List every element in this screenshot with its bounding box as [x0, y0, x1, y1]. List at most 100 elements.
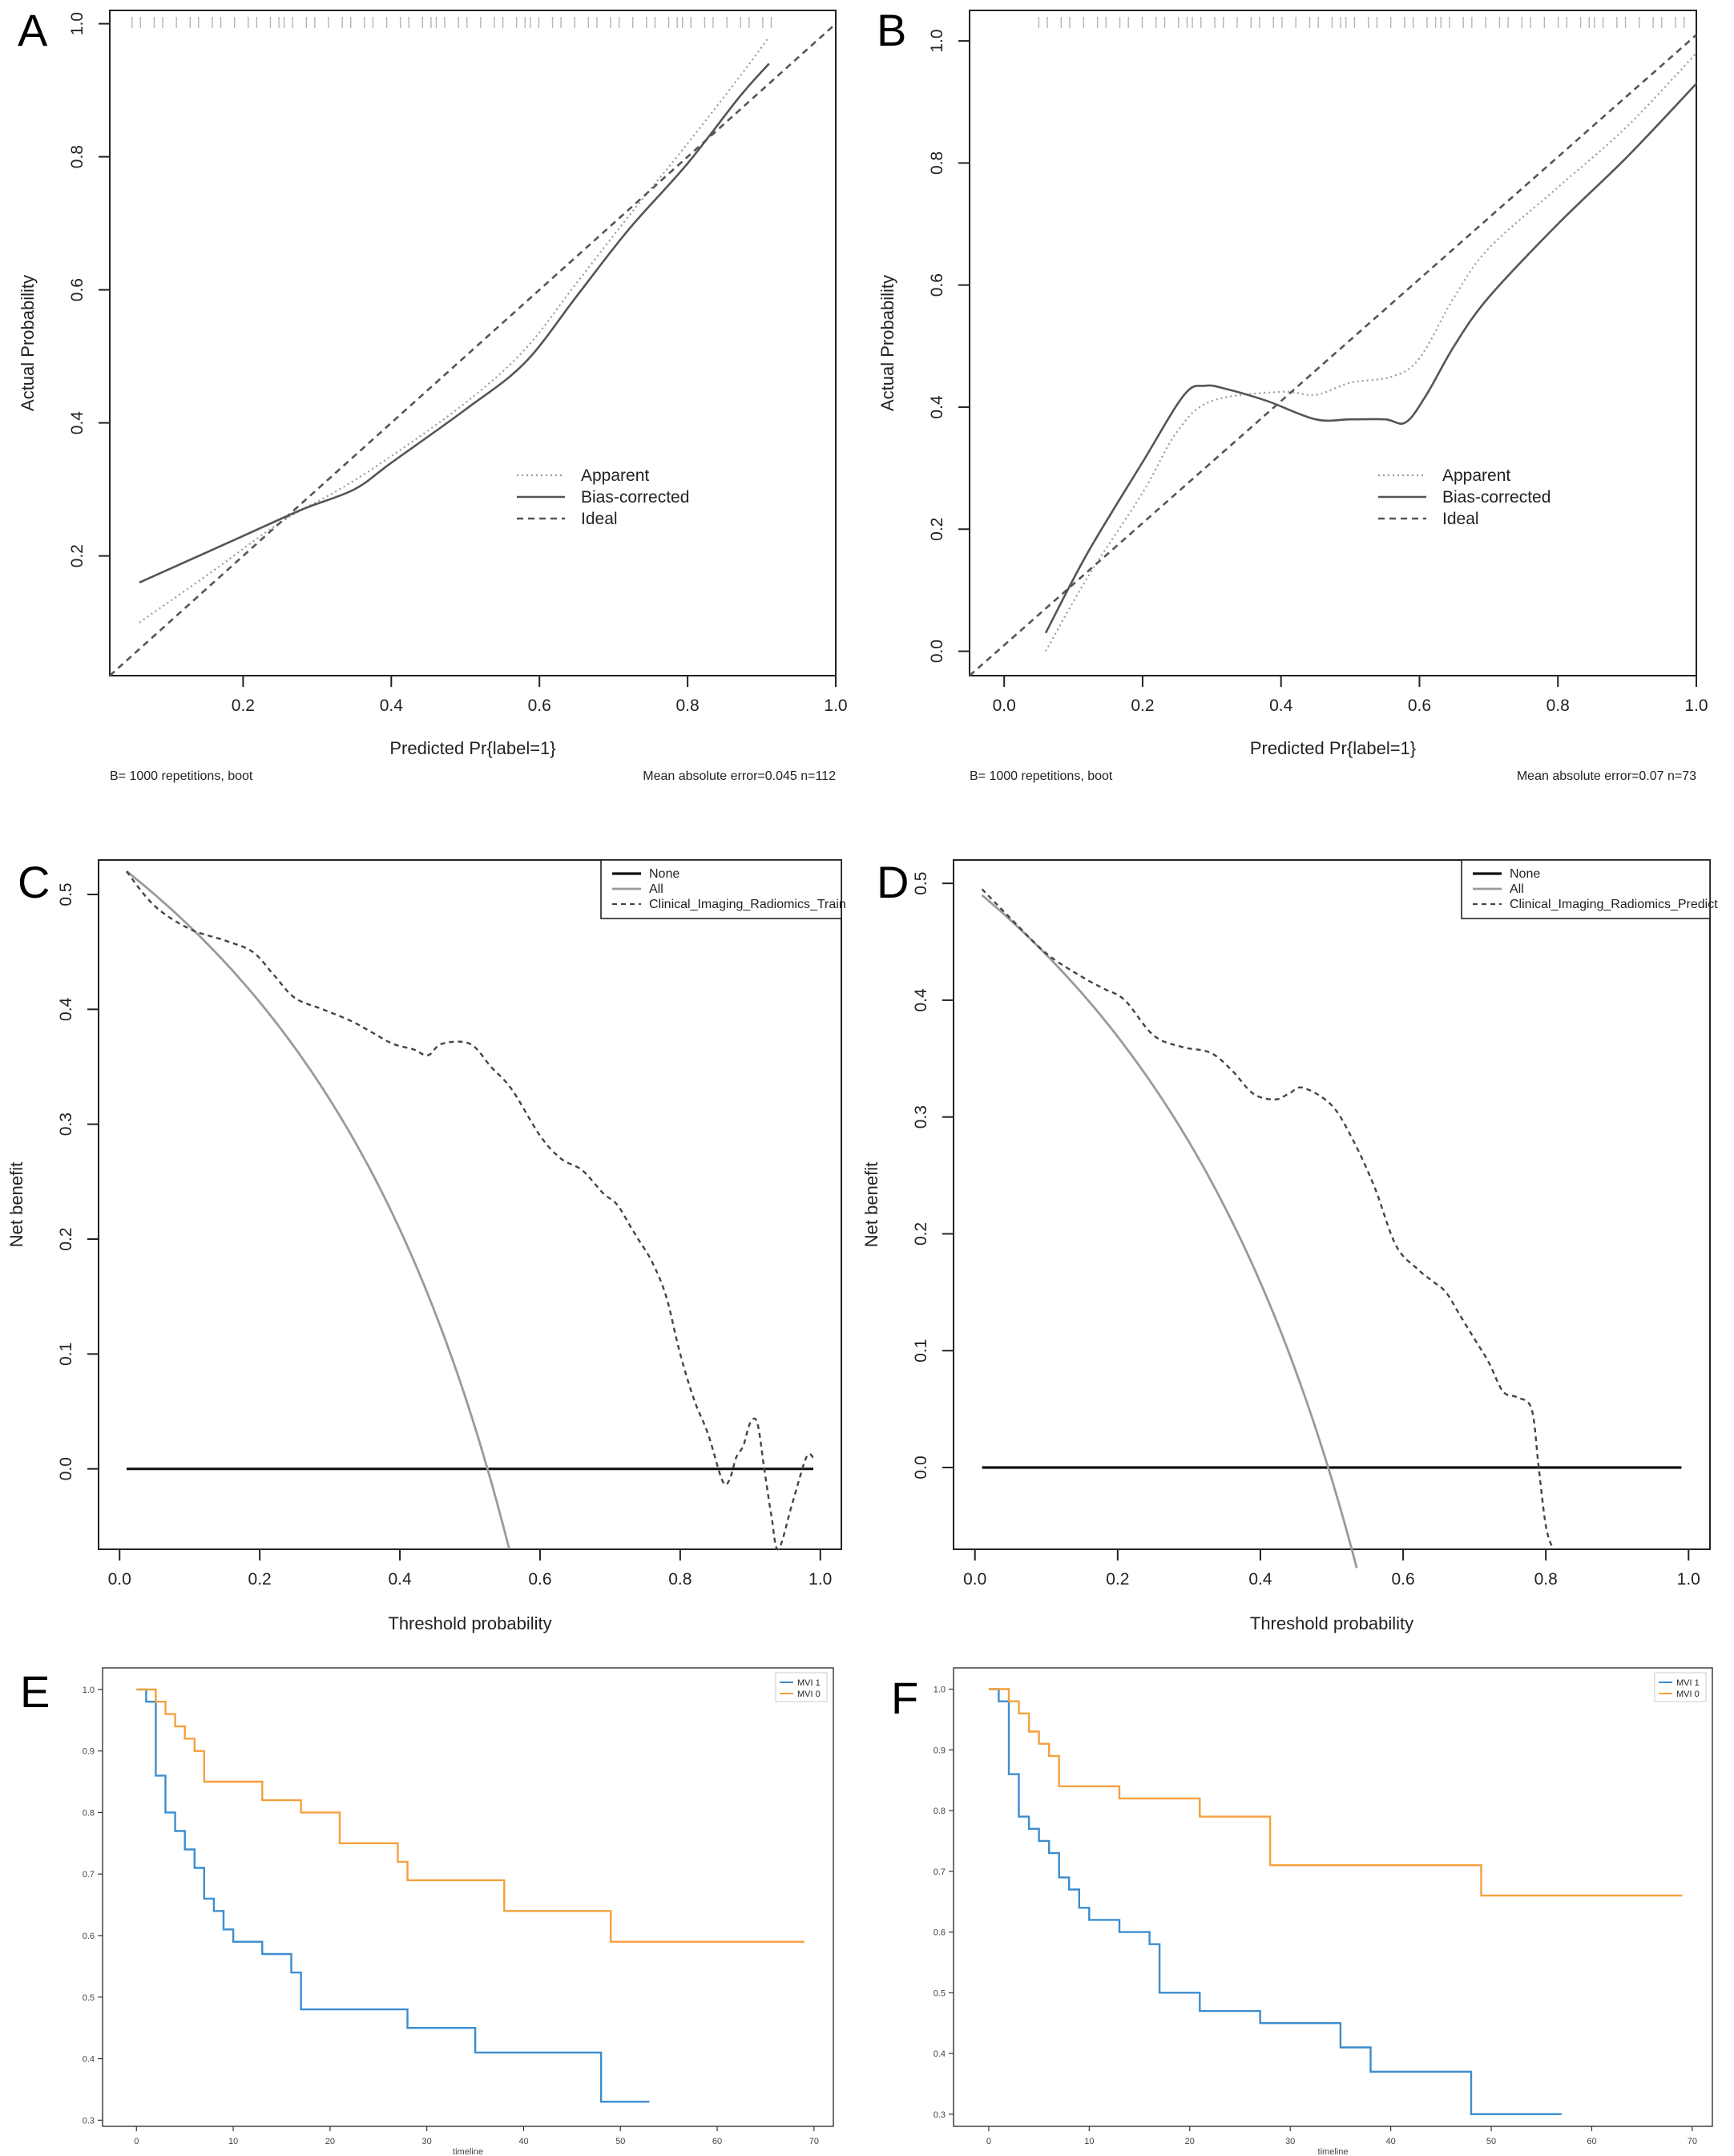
x-tick-label: 50 [1486, 2137, 1496, 2146]
y-tick-label: 0.3 [57, 1112, 75, 1136]
y-tick-label: 1.0 [83, 1686, 95, 1695]
panel-label-f: F [891, 1673, 918, 1723]
y-tick-label: 0.2 [57, 1227, 75, 1250]
x-tick-label: 70 [1688, 2137, 1697, 2146]
x-axis-ticks: 0.0 0.2 0.4 0.6 0.8 1.0 [963, 1549, 1700, 1589]
legend-entry: Bias-corrected [1442, 488, 1551, 507]
y-axis-ticks: 0.0 0.2 0.4 0.6 0.8 1.0 [928, 29, 970, 663]
x-tick-label: 60 [1587, 2137, 1596, 2146]
y-tick-label: 0.3 [934, 2110, 946, 2120]
plot-frame [109, 10, 837, 676]
x-tick-label: 20 [325, 2137, 335, 2146]
x-axis-label: timeline [453, 2147, 483, 2156]
x-tick-label: 0 [134, 2137, 139, 2146]
rug-marks [1038, 17, 1685, 28]
x-tick-label: 1.0 [1677, 1570, 1700, 1589]
y-tick-label: 0.0 [57, 1457, 75, 1480]
x-axis-label: timeline [1318, 2147, 1349, 2156]
note-mean-absolute-error: Mean absolute error=0.07 n=73 [1517, 769, 1696, 783]
y-tick-label: 0.4 [912, 988, 930, 1012]
x-tick-label: 0.0 [993, 696, 1016, 715]
y-tick-label: 0.6 [934, 1928, 946, 1938]
y-tick-label: 0.5 [912, 872, 930, 895]
panel-label-e: E [20, 1666, 50, 1717]
y-tick-label: 0.0 [912, 1456, 930, 1479]
x-tick-label: 1.0 [824, 696, 847, 715]
y-tick-label: 1.0 [68, 12, 87, 35]
x-tick-label: 0.6 [1391, 1570, 1414, 1589]
y-tick-label: 0.7 [934, 1867, 946, 1877]
panel-a: A 0.2 0.4 0.6 0.8 1.0 0.2 0.4 0.6 0.8 1.0 Predicted… [18, 5, 848, 783]
panel-e: E 0 10 20 30 40 50 60 70 0.3 0.4 0.5 0.6 0.7 0.8 0.9 1.0… [20, 1666, 834, 2156]
series-ideal [969, 34, 1697, 676]
y-tick-label: 1.0 [934, 1686, 946, 1695]
plot-frame [953, 859, 1711, 1550]
x-tick-label: 0.6 [528, 696, 551, 715]
y-axis-ticks: 0.2 0.4 0.6 0.8 1.0 [68, 12, 110, 567]
x-tick-label: 0.8 [1534, 1570, 1558, 1589]
y-tick-label: 0.2 [912, 1222, 930, 1246]
x-axis-label: Predicted Pr{label=1} [389, 738, 555, 758]
x-tick-label: 1.0 [1684, 696, 1708, 715]
legend-entry: MVI 0 [1676, 1690, 1700, 1699]
x-tick-label: 0.4 [1269, 696, 1293, 715]
x-tick-label: 70 [809, 2137, 819, 2146]
x-tick-label: 10 [228, 2137, 238, 2146]
x-tick-label: 20 [1185, 2137, 1195, 2146]
legend-entry: None [649, 867, 679, 881]
series-mvi-1 [988, 1688, 1562, 2115]
legend-entry: MVI 0 [797, 1690, 821, 1699]
x-tick-label: 0.4 [380, 696, 404, 715]
series-mvi-0 [136, 1688, 804, 1943]
y-tick-label: 1.0 [928, 29, 946, 52]
x-axis-ticks: 0.0 0.2 0.4 0.6 0.8 1.0 [108, 1549, 832, 1589]
y-axis-ticks: 0.3 0.4 0.5 0.6 0.7 0.8 0.9 1.0 [83, 1686, 103, 2126]
legend-entry: All [1510, 882, 1524, 896]
legend-entry: Ideal [1442, 510, 1479, 528]
x-tick-label: 0.6 [1408, 696, 1431, 715]
legend-entry: Apparent [1442, 466, 1510, 485]
legend-entry: Apparent [581, 466, 649, 485]
series-mvi-0 [988, 1688, 1683, 1897]
x-tick-label: 10 [1084, 2137, 1094, 2146]
series-all [126, 870, 510, 1550]
x-tick-label: 0.0 [963, 1570, 986, 1589]
y-axis-ticks: 0.0 0.1 0.2 0.3 0.4 0.5 [912, 872, 954, 1480]
y-tick-label: 0.2 [68, 544, 87, 567]
panel-label-c: C [18, 857, 50, 907]
y-axis-label: Net benefit [861, 1162, 881, 1247]
y-tick-label: 0.6 [83, 1932, 95, 1941]
y-tick-label: 0.1 [57, 1342, 75, 1366]
note-mean-absolute-error: Mean absolute error=0.045 n=112 [643, 769, 836, 783]
legend-entry: Clinical_Imaging_Radiomics_Train [649, 898, 846, 911]
legend-entry: None [1510, 867, 1540, 881]
series-apparent [1045, 52, 1697, 652]
legend-entry: Clinical_Imaging_Radiomics_Predict [1510, 898, 1718, 911]
y-axis-label: Actual Probability [18, 275, 38, 411]
note-repetitions: B= 1000 repetitions, boot [110, 769, 253, 783]
y-tick-label: 0.5 [934, 1988, 946, 1998]
series-bias-corrected [1044, 83, 1697, 634]
y-tick-label: 0.6 [68, 278, 87, 301]
y-tick-label: 0.4 [83, 2055, 95, 2065]
note-repetitions: B= 1000 repetitions, boot [970, 769, 1113, 783]
y-tick-label: 0.3 [83, 2116, 95, 2126]
series-apparent [139, 36, 770, 624]
x-tick-label: 0.2 [248, 1570, 272, 1589]
y-tick-label: 0.0 [928, 640, 946, 663]
panel-f: F 0 10 20 30 40 50 60 70 0.3 0.4 0.5 0.6 0.7 0.8 0.9 1.0… [891, 1667, 1713, 2156]
y-tick-label: 0.8 [83, 1808, 95, 1818]
y-tick-label: 0.6 [928, 273, 946, 297]
y-tick-label: 0.3 [912, 1105, 930, 1128]
y-tick-label: 0.4 [928, 395, 946, 419]
plot-frame [953, 1667, 1713, 2127]
legend: Apparent Bias-corrected Ideal [517, 466, 689, 528]
legend-entry: MVI 1 [1676, 1678, 1700, 1688]
x-tick-label: 40 [518, 2137, 528, 2146]
legend-box [1654, 1672, 1707, 1702]
x-tick-label: 0.0 [108, 1570, 131, 1589]
x-tick-label: 30 [1285, 2137, 1295, 2146]
y-tick-label: 0.2 [928, 518, 946, 541]
y-tick-label: 0.9 [934, 1746, 946, 1755]
